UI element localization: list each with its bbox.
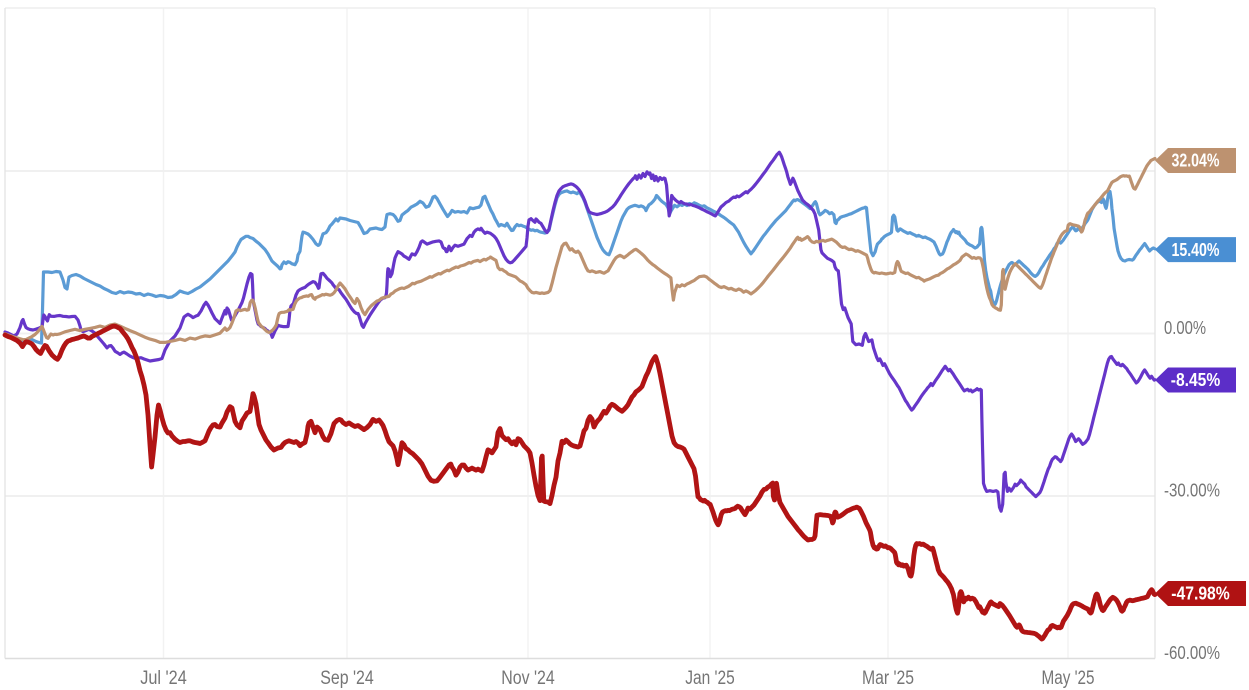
svg-text:Jul '24: Jul '24	[140, 668, 187, 689]
svg-text:0.00%: 0.00%	[1164, 317, 1206, 338]
svg-text:-60.00%: -60.00%	[1164, 642, 1220, 663]
svg-text:Nov '24: Nov '24	[501, 668, 555, 689]
svg-text:-8.45%: -8.45%	[1171, 370, 1221, 390]
svg-text:15.40%: 15.40%	[1172, 240, 1220, 260]
svg-text:-47.98%: -47.98%	[1171, 584, 1230, 604]
svg-text:May '25: May '25	[1042, 668, 1095, 689]
svg-text:Jan '25: Jan '25	[685, 668, 735, 689]
svg-text:-30.00%: -30.00%	[1164, 480, 1220, 501]
svg-text:Sep '24: Sep '24	[320, 668, 374, 689]
svg-text:Mar '25: Mar '25	[862, 668, 914, 689]
svg-text:32.04%: 32.04%	[1172, 151, 1220, 171]
